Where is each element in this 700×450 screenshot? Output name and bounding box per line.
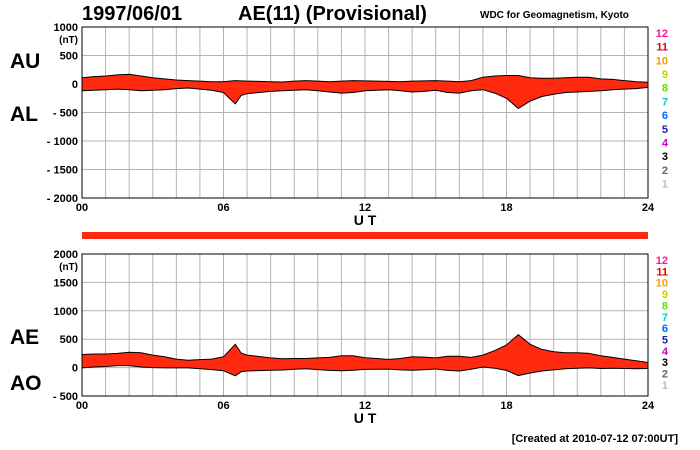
y-tick-label: - 2000	[47, 193, 78, 205]
x-tick-label: 00	[76, 202, 88, 214]
plot-frame	[81, 253, 649, 397]
station-number: 7	[662, 96, 668, 108]
station-number: 8	[662, 300, 668, 312]
ae-label: AE	[10, 326, 40, 349]
station-number: 3	[662, 151, 668, 163]
y-tick-label: 2000	[54, 249, 78, 261]
plot-date: 1997/06/01	[82, 3, 183, 25]
ao-label: AO	[10, 372, 42, 395]
station-number: 12	[656, 28, 668, 40]
station-number: 11	[656, 42, 668, 54]
x-tick-label: 18	[500, 400, 512, 412]
x-tick-label: 12	[359, 400, 371, 412]
y-tick-label: - 500	[53, 108, 78, 120]
y-tick-label: 1000	[54, 306, 78, 318]
station-number: 11	[656, 266, 668, 278]
index-band	[82, 74, 648, 109]
station-number: 9	[662, 289, 668, 301]
au-label: AU	[10, 50, 41, 73]
panel-0	[81, 26, 649, 199]
x-tick-label: 12	[359, 202, 371, 214]
y-tick-label: 0	[72, 79, 78, 91]
station-number: 2	[662, 369, 668, 381]
unit-label: (nT)	[59, 262, 78, 273]
x-tick-label: 24	[642, 400, 655, 412]
station-number: 4	[662, 137, 669, 149]
station-number: 2	[662, 165, 668, 177]
series-line-al	[81, 86, 649, 110]
separator-bar	[82, 232, 648, 239]
station-number: 7	[662, 312, 668, 324]
series-line-au	[81, 73, 649, 83]
station-number: 8	[662, 83, 668, 95]
station-number: 1	[662, 178, 668, 190]
y-tick-label: - 1000	[47, 136, 78, 148]
station-number: 12	[656, 255, 668, 267]
data-source-label: WDC for Geomagnetism, Kyoto	[480, 10, 629, 21]
station-number: 3	[662, 357, 668, 369]
station-number: 6	[662, 110, 668, 122]
y-tick-label: - 500	[53, 391, 78, 403]
y-tick-label: - 1500	[47, 165, 78, 177]
panel-1	[81, 253, 649, 397]
station-number: 6	[662, 323, 668, 335]
series-line-ae	[81, 334, 649, 363]
series-line-ao	[81, 365, 649, 377]
unit-label: (nT)	[59, 35, 78, 46]
station-number: 5	[662, 124, 668, 136]
y-tick-label: 1500	[54, 277, 78, 289]
y-tick-label: 500	[60, 334, 78, 346]
x-tick-label: 06	[217, 202, 229, 214]
al-label: AL	[10, 103, 38, 126]
x-axis-title: U T	[354, 212, 377, 228]
x-tick-label: 06	[217, 400, 229, 412]
station-number: 10	[656, 278, 668, 290]
plot-frame	[81, 26, 649, 199]
x-tick-label: 18	[500, 202, 512, 214]
station-number: 4	[662, 346, 669, 358]
x-axis-title: U T	[354, 410, 377, 426]
station-number: 5	[662, 335, 668, 347]
station-number: 10	[656, 55, 668, 67]
y-tick-label: 500	[60, 51, 78, 63]
x-tick-label: 00	[76, 400, 88, 412]
y-tick-label: 0	[72, 363, 78, 375]
y-tick-label: 1000	[54, 22, 78, 34]
created-timestamp: [Created at 2010-07-12 07:00UT]	[511, 433, 678, 445]
station-number: 9	[662, 69, 668, 81]
x-tick-label: 24	[642, 202, 655, 214]
station-number: 1	[662, 380, 668, 392]
plot-title: AE(11) (Provisional)	[238, 3, 427, 25]
